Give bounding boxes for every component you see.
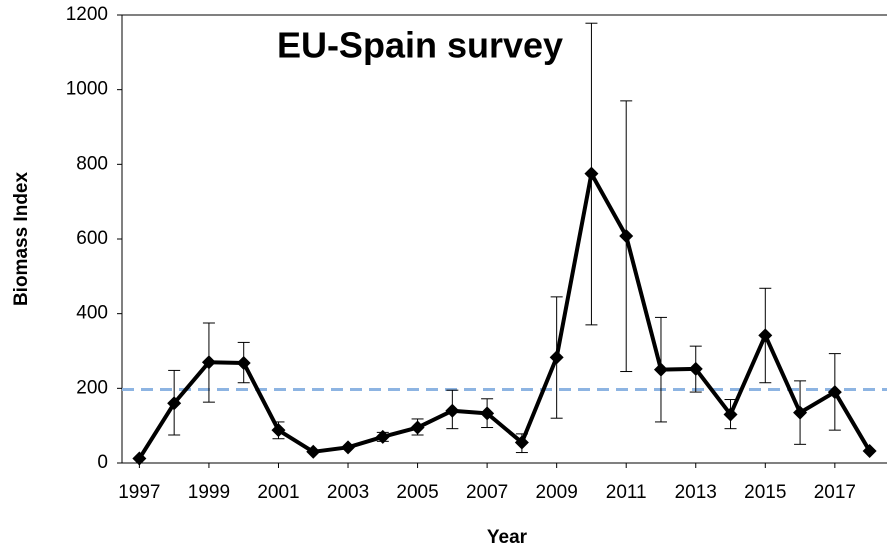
data-marker [758, 328, 773, 343]
data-marker [514, 435, 529, 450]
x-tick-label: 2009 [536, 482, 578, 503]
data-marker [723, 407, 738, 422]
data-marker [653, 362, 668, 377]
data-marker [132, 451, 147, 466]
data-marker [341, 440, 356, 455]
y-tick-label: 800 [76, 153, 108, 174]
data-marker [201, 355, 216, 370]
x-axis-label: Year [487, 527, 528, 548]
data-marker [549, 350, 564, 365]
x-tick-label: 2001 [257, 482, 299, 503]
data-line [137, 171, 872, 460]
data-marker [236, 355, 251, 370]
y-tick-label: 0 [97, 452, 108, 473]
y-tick-label: 1000 [66, 79, 108, 100]
x-tick-label: 1997 [118, 482, 160, 503]
data-marker [375, 429, 390, 444]
data-marker [793, 405, 808, 420]
x-tick-label: 2011 [606, 482, 647, 503]
y-axis-label: Biomass Index [11, 172, 32, 307]
data-marker [827, 385, 842, 400]
data-marker [445, 403, 460, 418]
y-tick-label: 200 [76, 377, 108, 398]
data-marker [271, 423, 286, 438]
chart-title: EU-Spain survey [277, 25, 563, 66]
data-marker [584, 166, 599, 181]
data-marker [619, 229, 634, 244]
x-tick-label: 2005 [396, 482, 438, 503]
data-marker [862, 444, 877, 459]
y-tick-label: 400 [76, 303, 108, 324]
x-tick-label: 2003 [327, 482, 369, 503]
y-tick-label: 1200 [66, 4, 108, 25]
y-tick-label: 600 [76, 228, 108, 249]
x-tick-label: 2007 [466, 482, 508, 503]
x-tick-label: 1999 [188, 482, 230, 503]
x-tick-label: 2015 [744, 482, 786, 503]
data-marker [688, 361, 703, 376]
x-tick-label: 2017 [814, 482, 856, 503]
data-marker [167, 396, 182, 411]
x-tick-label: 2013 [675, 482, 717, 503]
data-marker [306, 444, 321, 459]
data-marker [410, 420, 425, 435]
data-marker [480, 406, 495, 421]
